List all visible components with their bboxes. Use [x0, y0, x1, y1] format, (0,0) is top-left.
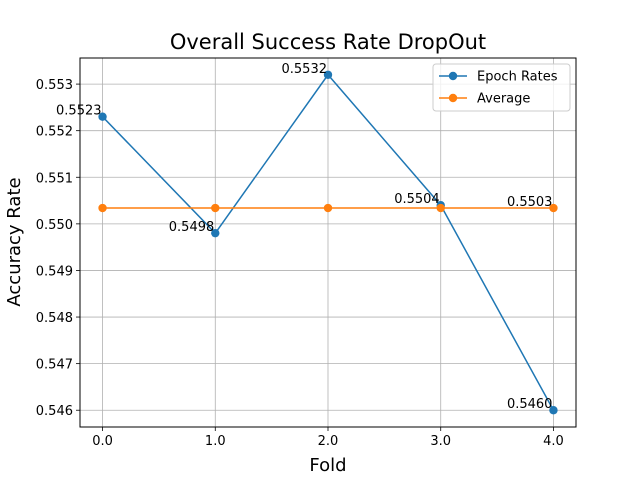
average-point [98, 203, 107, 213]
average-point [323, 203, 333, 213]
chart-title: Overall Success Rate DropOut [170, 30, 486, 54]
x-tick-label: 4.0 [543, 434, 564, 449]
epoch-rates-data-label: 0.5460 [507, 397, 553, 412]
epoch-rates-point [98, 112, 107, 121]
epoch-rates-data-label: 0.5532 [282, 62, 328, 77]
legend-box [432, 63, 571, 112]
grid [80, 58, 576, 427]
legend: Epoch Rates Average [432, 63, 571, 112]
legend-marker-average [448, 93, 458, 103]
data-labels: 0.5523 0.5498 0.5532 0.5504 0.5460 0.5503 [56, 62, 552, 412]
average-point [211, 203, 220, 213]
y-tick-label: 0.546 [36, 404, 73, 419]
y-axis-title: Accuracy Rate [4, 177, 25, 306]
y-tick-label: 0.551 [36, 171, 73, 186]
x-tick-label: 3.0 [430, 434, 451, 449]
y-tick-label: 0.553 [36, 78, 73, 93]
average-point [436, 203, 445, 213]
legend-label-average: Average [477, 92, 530, 107]
epoch-rates-data-label: 0.5504 [394, 192, 440, 207]
epoch-rates-point [323, 70, 333, 79]
average-data-label: 0.5503 [507, 195, 553, 210]
y-tick-label: 0.548 [36, 311, 73, 326]
y-tick-label: 0.549 [36, 264, 73, 279]
epoch-rates-data-label: 0.5523 [56, 104, 102, 119]
legend-label-epoch-rates: Epoch Rates [477, 70, 558, 85]
x-tick-label: 1.0 [205, 434, 226, 449]
legend-marker-epoch-rates [448, 71, 458, 81]
series-layer [98, 70, 558, 415]
epoch-rates-point [211, 228, 220, 238]
x-tick-label: 2.0 [318, 434, 339, 449]
y-tick-label: 0.552 [36, 125, 73, 140]
average-point [549, 203, 558, 213]
x-axis-title: Fold [309, 455, 346, 476]
epoch-rates-point [549, 406, 558, 415]
y-tick-label: 0.547 [36, 358, 73, 373]
epoch-rates-data-label: 0.5498 [169, 220, 215, 235]
axis-ticks: 0.0 1.0 2.0 3.0 4.0 0.546 0.547 0.548 0.549 0.550… [36, 78, 564, 449]
y-tick-label: 0.550 [36, 218, 73, 233]
x-tick-label: 0.0 [92, 434, 113, 449]
